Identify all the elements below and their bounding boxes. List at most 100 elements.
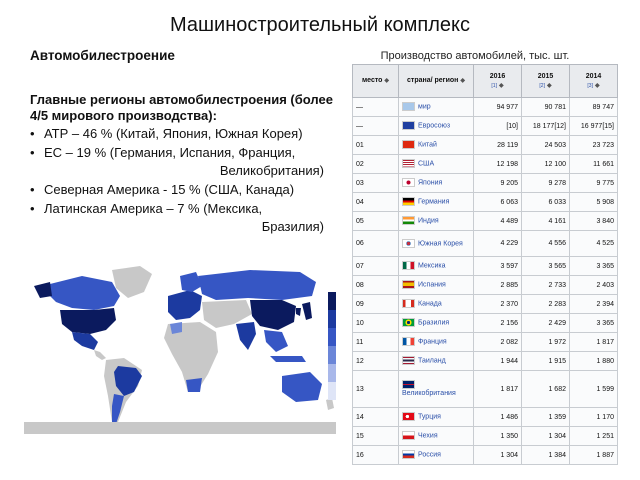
flag-icon [402, 121, 415, 131]
cell-2014: 23 723 [569, 135, 618, 155]
cell-2015: 18 177[12] [521, 116, 570, 136]
sort-icon[interactable]: ◆ [498, 82, 504, 89]
cell-country[interactable]: Германия [398, 192, 474, 212]
header-2015[interactable]: 2015 [2] ◆ [521, 64, 570, 98]
table-row: 06 Южная Корея 4 229 4 556 4 525 [352, 230, 618, 257]
cell-2014: 2 403 [569, 275, 618, 295]
cell-country[interactable]: Россия [398, 445, 474, 465]
cell-2015: 1 682 [521, 370, 570, 408]
flag-icon [402, 159, 415, 169]
cell-2014: 9 775 [569, 173, 618, 193]
country-link[interactable]: Великобритания [402, 390, 456, 398]
header-country[interactable]: страна/ регион ◆ [398, 64, 474, 98]
region-item: АТР – 46 % (Китай, Япония, Южная Корея) [30, 125, 330, 143]
cell-place: 08 [352, 275, 399, 295]
header-place[interactable]: место ◆ [352, 64, 399, 98]
country-link[interactable]: мир [418, 103, 431, 111]
country-link[interactable]: Франция [418, 338, 447, 346]
cell-2016: 94 977 [473, 97, 522, 117]
cell-country[interactable]: Индия [398, 211, 474, 231]
cell-place: 13 [352, 370, 399, 408]
cell-country[interactable]: Япония [398, 173, 474, 193]
flag-icon [402, 450, 415, 460]
cell-country[interactable]: Таиланд [398, 351, 474, 371]
country-link[interactable]: Мексика [418, 262, 446, 270]
cell-country[interactable]: Китай [398, 135, 474, 155]
cell-country[interactable]: Евросоюз [398, 116, 474, 136]
cell-2014: 3 840 [569, 211, 618, 231]
map-region-greenland [112, 266, 152, 298]
cell-country[interactable]: Великобритания [398, 370, 474, 408]
flag-icon [402, 356, 415, 366]
map-region-mexico [72, 332, 98, 350]
cell-2015: 6 033 [521, 192, 570, 212]
country-link[interactable]: Япония [418, 179, 443, 187]
sort-icon[interactable]: ◆ [594, 82, 600, 89]
cell-2016: 12 198 [473, 154, 522, 174]
cell-country[interactable]: Бразилия [398, 313, 474, 333]
cell-2015: 1 972 [521, 332, 570, 352]
region-item: ЕС – 19 % (Германия, Испания, Франция, Ве… [30, 144, 330, 180]
map-region-central-america [94, 350, 106, 360]
table-row: 03 Япония 9 205 9 278 9 775 [352, 173, 618, 193]
cell-country[interactable]: США [398, 154, 474, 174]
country-link[interactable]: Канада [418, 300, 442, 308]
world-map [20, 262, 340, 434]
country-link[interactable]: Таиланд [418, 357, 446, 365]
table-row: 14 Турция 1 486 1 359 1 170 [352, 407, 618, 427]
cell-2014: 1 251 [569, 426, 618, 446]
flag-icon [402, 280, 415, 290]
table-header-row: место ◆ страна/ регион ◆ 2016 [1] ◆ 2015[… [352, 64, 618, 98]
map-region-australia [282, 372, 322, 402]
country-link[interactable]: Испания [418, 281, 446, 289]
country-link[interactable]: Южная Корея [418, 240, 463, 248]
map-region-korea [296, 308, 301, 316]
map-region-new-zealand [326, 398, 334, 410]
table-row: 09 Канада 2 370 2 283 2 394 [352, 294, 618, 314]
cell-2016: 1 350 [473, 426, 522, 446]
country-link[interactable]: Евросоюз [418, 122, 451, 130]
cell-2016: 2 082 [473, 332, 522, 352]
table-row: 11 Франция 2 082 1 972 1 817 [352, 332, 618, 352]
production-table-container: место ◆ страна/ регион ◆ 2016 [1] ◆ 2015[… [352, 64, 618, 468]
cell-country[interactable]: мир [398, 97, 474, 117]
country-link[interactable]: Россия [418, 451, 441, 459]
sort-icon[interactable]: ◆ [546, 82, 552, 89]
cell-country[interactable]: Южная Корея [398, 230, 474, 257]
country-link[interactable]: Германия [418, 198, 450, 206]
cell-country[interactable]: Чехия [398, 426, 474, 446]
table-row: 05 Индия 4 489 4 161 3 840 [352, 211, 618, 231]
cell-country[interactable]: Турция [398, 407, 474, 427]
flag-icon [402, 238, 415, 248]
country-link[interactable]: Индия [418, 217, 439, 225]
sort-icon[interactable]: ◆ [460, 78, 465, 84]
reference-link[interactable]: [2] [539, 82, 545, 89]
sort-icon[interactable]: ◆ [384, 78, 390, 84]
country-link[interactable]: США [418, 160, 435, 168]
header-2014[interactable]: 2014 [3] ◆ [569, 64, 618, 98]
cell-2014: 4 525 [569, 230, 618, 257]
cell-country[interactable]: Канада [398, 294, 474, 314]
table-row: 13 Великобритания 1 817 1 682 1 599 [352, 370, 618, 408]
header-2016[interactable]: 2016 [1] ◆ [473, 64, 522, 98]
map-region-alaska [34, 282, 52, 298]
map-region-north-africa [170, 322, 182, 334]
cell-country[interactable]: Испания [398, 275, 474, 295]
cell-2016: 1 486 [473, 407, 522, 427]
reference-link[interactable]: [3] [587, 82, 593, 89]
country-link[interactable]: Китай [418, 141, 437, 149]
cell-2016: 3 597 [473, 256, 522, 276]
cell-2014: 1 887 [569, 445, 618, 465]
cell-country[interactable]: Мексика [398, 256, 474, 276]
region-text: Северная Америка - 15 % (США, Канада) [44, 182, 295, 197]
flag-icon [402, 197, 415, 207]
cell-2015: 12 100 [521, 154, 570, 174]
country-link[interactable]: Чехия [418, 432, 438, 440]
cell-2015: 1 359 [521, 407, 570, 427]
region-item: Латинская Америка – 7 % (Мексика, Бразили… [30, 200, 330, 236]
cell-country[interactable]: Франция [398, 332, 474, 352]
country-link[interactable]: Турция [418, 413, 441, 421]
reference-link[interactable]: [1] [491, 82, 497, 89]
country-link[interactable]: Бразилия [418, 319, 450, 327]
cell-place: 10 [352, 313, 399, 333]
